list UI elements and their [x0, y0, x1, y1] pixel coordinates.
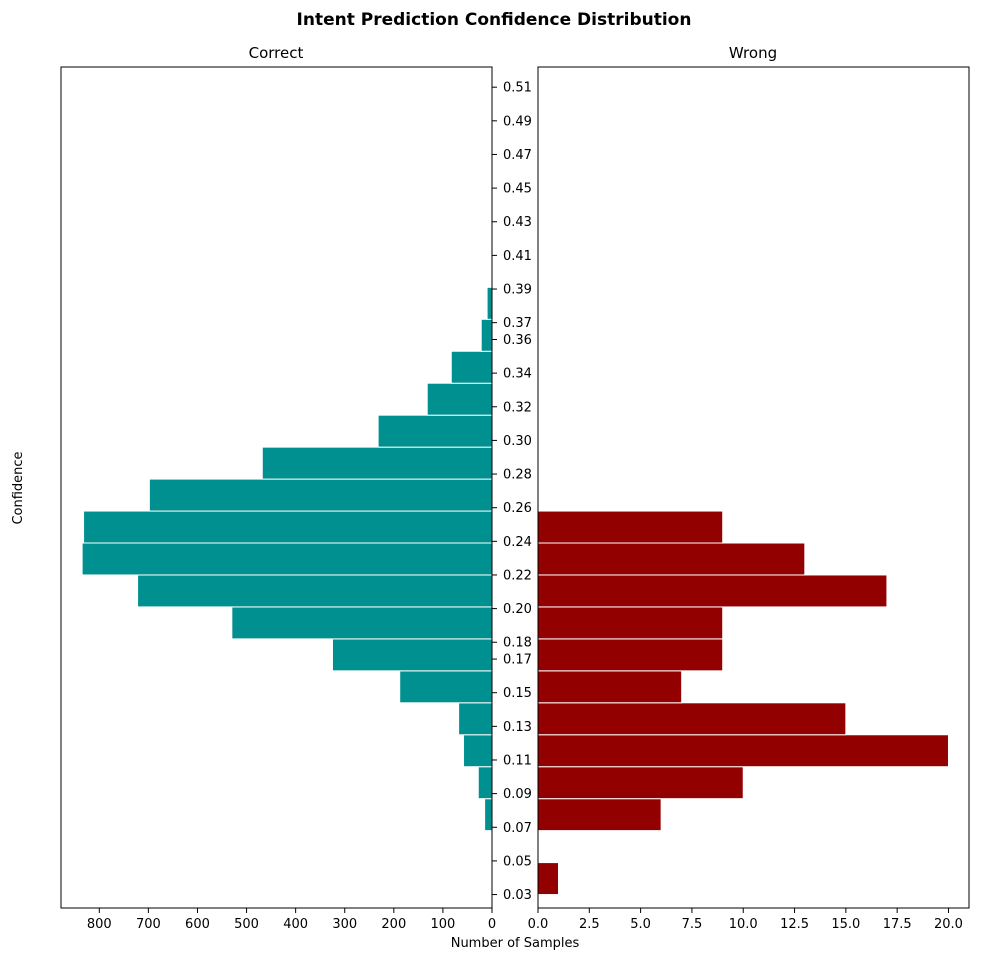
y-tick-label-15: 0.32	[503, 400, 532, 415]
bar-wrong-2	[537, 798, 662, 832]
y-tick-label-24: 0.49	[503, 114, 532, 129]
panel-frame-wrong	[537, 66, 970, 909]
x-tick-label-correct-8: 800	[87, 917, 112, 932]
y-tick-label-4: 0.11	[503, 753, 532, 768]
y-tick-label-17: 0.36	[503, 333, 532, 348]
y-axis: 0.03 0.05 0.07 0.09 0.11 0.13 0.15 0.17 0.18 0.20…	[492, 81, 532, 903]
x-tick-label-wrong-7: 17.5	[883, 917, 912, 932]
bar-correct-7	[331, 638, 493, 672]
y-tick-label-9: 0.20	[503, 602, 532, 617]
bar-correct-3	[477, 766, 493, 800]
x-tick-label-wrong-3: 7.5	[682, 917, 703, 932]
bar-correct-8	[231, 606, 493, 640]
y-axis-label: Confidence	[11, 451, 26, 524]
x-tick-label-wrong-4: 10.0	[729, 917, 758, 932]
x-tick-label-correct-6: 600	[185, 917, 210, 932]
y-tick-label-7: 0.17	[503, 653, 532, 668]
bar-correct-5	[458, 702, 493, 736]
x-tick-label-correct-2: 200	[381, 917, 406, 932]
bar-wrong-9	[537, 574, 888, 608]
bar-correct-4	[463, 734, 493, 768]
y-tick-label-0: 0.03	[503, 888, 532, 903]
x-tick-label-correct-7: 700	[136, 917, 161, 932]
y-tick-label-19: 0.39	[503, 283, 532, 298]
bar-wrong-4	[537, 734, 949, 768]
bar-correct-13	[261, 446, 493, 480]
x-tick-label-correct-4: 400	[283, 917, 308, 932]
bar-correct-6	[399, 670, 493, 704]
x-axis-label: Number of Samples	[451, 936, 580, 951]
bar-wrong-8	[537, 606, 724, 640]
y-tick-label-22: 0.45	[503, 182, 532, 197]
bar-correct-2	[484, 798, 493, 832]
y-tick-label-5: 0.13	[503, 720, 532, 735]
y-tick-label-11: 0.24	[503, 535, 532, 550]
y-tick-label-8: 0.18	[503, 636, 532, 651]
y-tick-label-3: 0.09	[503, 787, 532, 802]
bar-correct-16	[450, 350, 493, 384]
panel-frame-correct	[60, 66, 493, 909]
bar-wrong-7	[537, 638, 724, 672]
panel-correct: 0 100 200 300 400 500 600 700 800	[60, 66, 496, 932]
bar-correct-15	[426, 382, 493, 416]
bar-wrong-3	[537, 766, 744, 800]
y-tick-label-21: 0.43	[503, 215, 532, 230]
bar-correct-18	[486, 286, 493, 320]
bar-wrong-11	[537, 510, 724, 544]
bar-correct-17	[480, 318, 493, 352]
x-tick-label-wrong-0: 0.0	[528, 917, 549, 932]
x-tick-label-wrong-2: 5.0	[630, 917, 651, 932]
x-tick-label-wrong-8: 20.0	[934, 917, 963, 932]
y-tick-label-18: 0.37	[503, 316, 532, 331]
y-tick-label-1: 0.05	[503, 854, 532, 869]
panel-title-wrong: Wrong	[729, 44, 777, 62]
y-tick-label-13: 0.28	[503, 468, 532, 483]
bar-correct-9	[137, 574, 493, 608]
y-tick-label-23: 0.47	[503, 148, 532, 163]
bar-wrong-6	[537, 670, 683, 704]
x-tick-label-correct-3: 300	[332, 917, 357, 932]
y-tick-label-14: 0.30	[503, 434, 532, 449]
bar-wrong-5	[537, 702, 847, 736]
x-tick-label-correct-0: 0	[488, 917, 496, 932]
y-tick-label-6: 0.15	[503, 686, 532, 701]
x-tick-label-wrong-5: 12.5	[780, 917, 809, 932]
panel-title-correct: Correct	[249, 44, 304, 62]
bar-correct-14	[377, 414, 493, 448]
x-tick-label-correct-5: 500	[234, 917, 259, 932]
bar-correct-10	[81, 542, 493, 576]
bar-wrong-10	[537, 542, 806, 576]
x-tick-label-correct-1: 100	[430, 917, 455, 932]
chart-title: Intent Prediction Confidence Distributio…	[297, 10, 692, 30]
x-tick-label-wrong-1: 2.5	[579, 917, 600, 932]
y-tick-label-12: 0.26	[503, 501, 532, 516]
y-tick-label-2: 0.07	[503, 821, 532, 836]
bar-correct-11	[83, 510, 493, 544]
x-tick-label-wrong-6: 15.0	[831, 917, 860, 932]
bar-correct-12	[148, 478, 493, 512]
y-tick-label-25: 0.51	[503, 81, 532, 96]
y-tick-label-10: 0.22	[503, 568, 532, 583]
panel-wrong: 0.0 2.5 5.0 7.5 10.0 12.5 15.0 17.5 20.0	[528, 66, 970, 932]
y-tick-label-16: 0.34	[503, 367, 532, 382]
bar-wrong-0	[537, 862, 560, 896]
y-tick-label-20: 0.41	[503, 249, 532, 264]
